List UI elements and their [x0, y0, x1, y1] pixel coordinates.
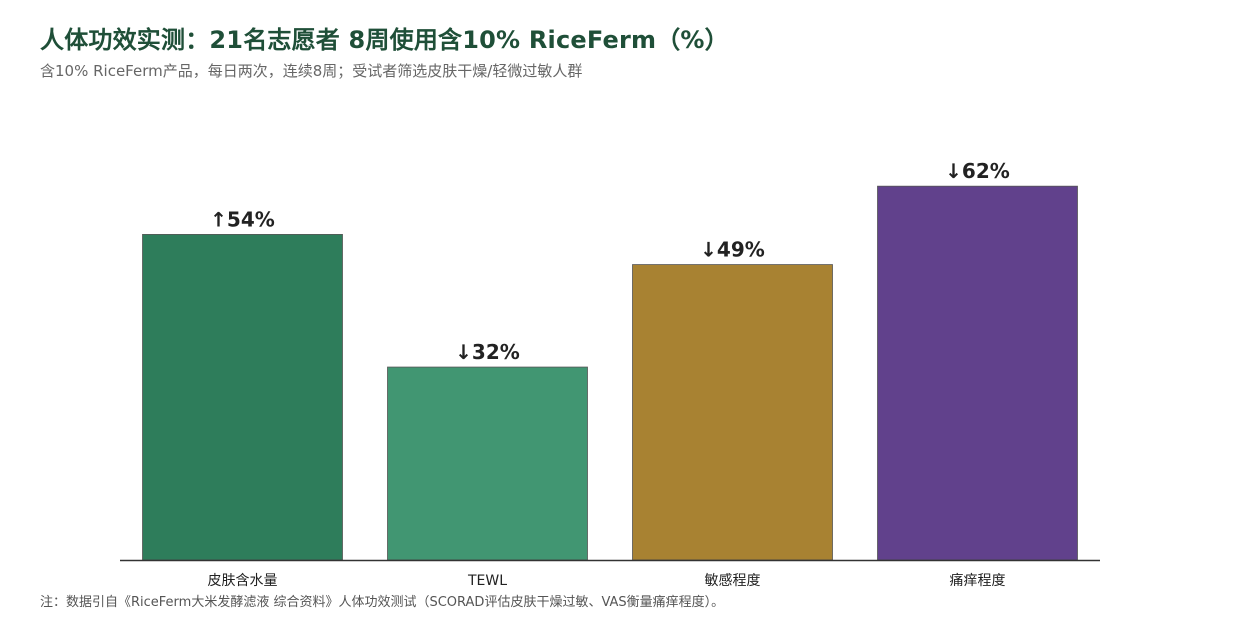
chart-title: 人体功效实测：21名志愿者 8周使用含10% RiceFerm（%）: [40, 26, 729, 54]
labels-group: ↑54% 皮肤含水量 ↓32% TEWL ↓49% 敏感程度 ↓62% 痛痒程度: [208, 159, 1010, 589]
category-label-3: 痛痒程度: [950, 572, 1006, 589]
bars-group: [142, 185, 1078, 561]
bar-3: [877, 185, 1078, 561]
bar-2: [632, 264, 833, 561]
footnote: 注：数据引自《RiceFerm大米发酵滤液 综合资料》人体功效测试（SCORAD…: [40, 595, 725, 610]
category-label-2: 敏感程度: [705, 572, 761, 589]
bar-1: [387, 366, 588, 561]
data-label-2: ↓49%: [700, 238, 765, 262]
data-label-0: ↑54%: [210, 207, 275, 231]
data-label-1: ↓32%: [455, 340, 520, 364]
data-label-3: ↓62%: [945, 159, 1010, 183]
category-label-1: TEWL: [467, 573, 507, 589]
category-label-0: 皮肤含水量: [208, 573, 278, 589]
bar-0: [142, 234, 343, 561]
chart-subtitle: 含10% RiceFerm产品，每日两次，连续8周；受试者筛选皮肤干燥/轻微过敏…: [40, 62, 583, 80]
